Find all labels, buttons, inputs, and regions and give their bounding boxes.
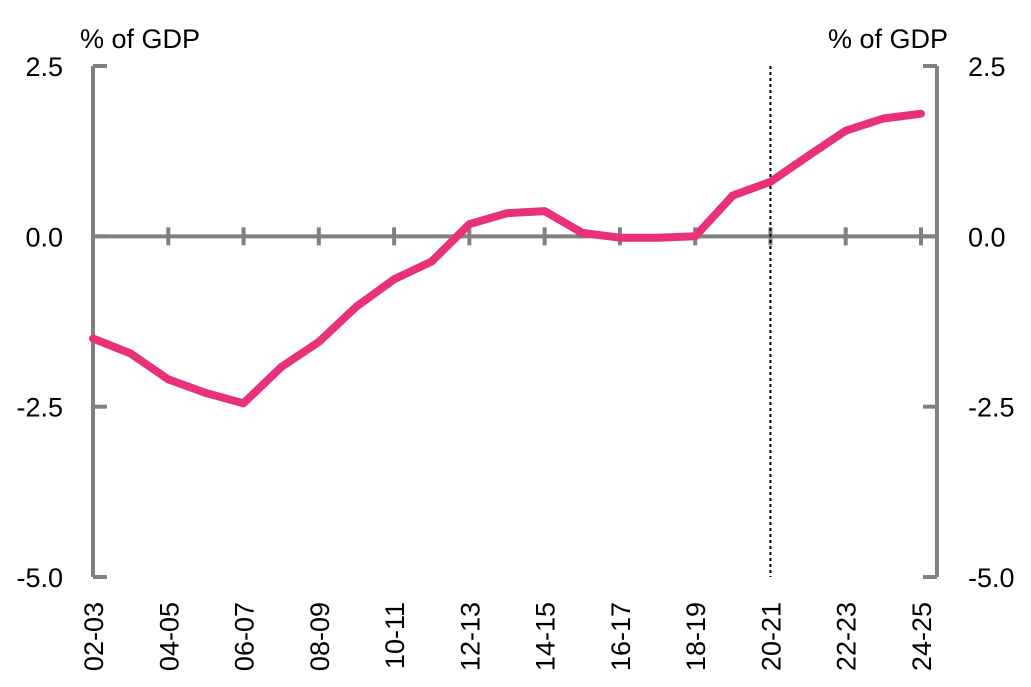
x-tick-label: 04-05	[154, 602, 184, 671]
text-layer: % of GDP % of GDP 2.5 2.5 0.0 0.0 -2.5 -2.5 -5…	[16, 24, 1014, 671]
left-y-tick-label: 2.5	[25, 52, 63, 82]
axes	[91, 64, 939, 579]
x-tick-label: 22-23	[832, 602, 862, 671]
x-tick-label: 02-03	[79, 602, 109, 671]
x-tick-label: 20-21	[756, 602, 786, 671]
left-y-tick-label: -2.5	[16, 393, 63, 423]
x-tick-label: 12-13	[455, 602, 485, 671]
x-tick-label: 14-15	[531, 602, 561, 671]
right-axis-unit: % of GDP	[828, 24, 948, 54]
x-tick-label: 10-11	[380, 602, 410, 669]
x-tick-label: 24-25	[907, 602, 937, 671]
left-y-tick-label: -5.0	[16, 563, 63, 593]
right-y-tick-label: 0.0	[968, 222, 1006, 252]
right-y-tick-label: -5.0	[968, 563, 1015, 593]
x-tick-label: 08-09	[305, 602, 335, 671]
x-tick-label: 18-19	[681, 602, 711, 671]
left-y-tick-label: 0.0	[25, 222, 63, 252]
x-tick-label: 06-07	[230, 602, 260, 671]
x-tick-label: 16-17	[606, 602, 636, 671]
series-line	[89, 109, 925, 408]
left-axis-unit: % of GDP	[80, 24, 200, 54]
right-y-tick-label: -2.5	[968, 393, 1015, 423]
series-layer	[89, 109, 925, 408]
right-y-tick-label: 2.5	[968, 52, 1006, 82]
